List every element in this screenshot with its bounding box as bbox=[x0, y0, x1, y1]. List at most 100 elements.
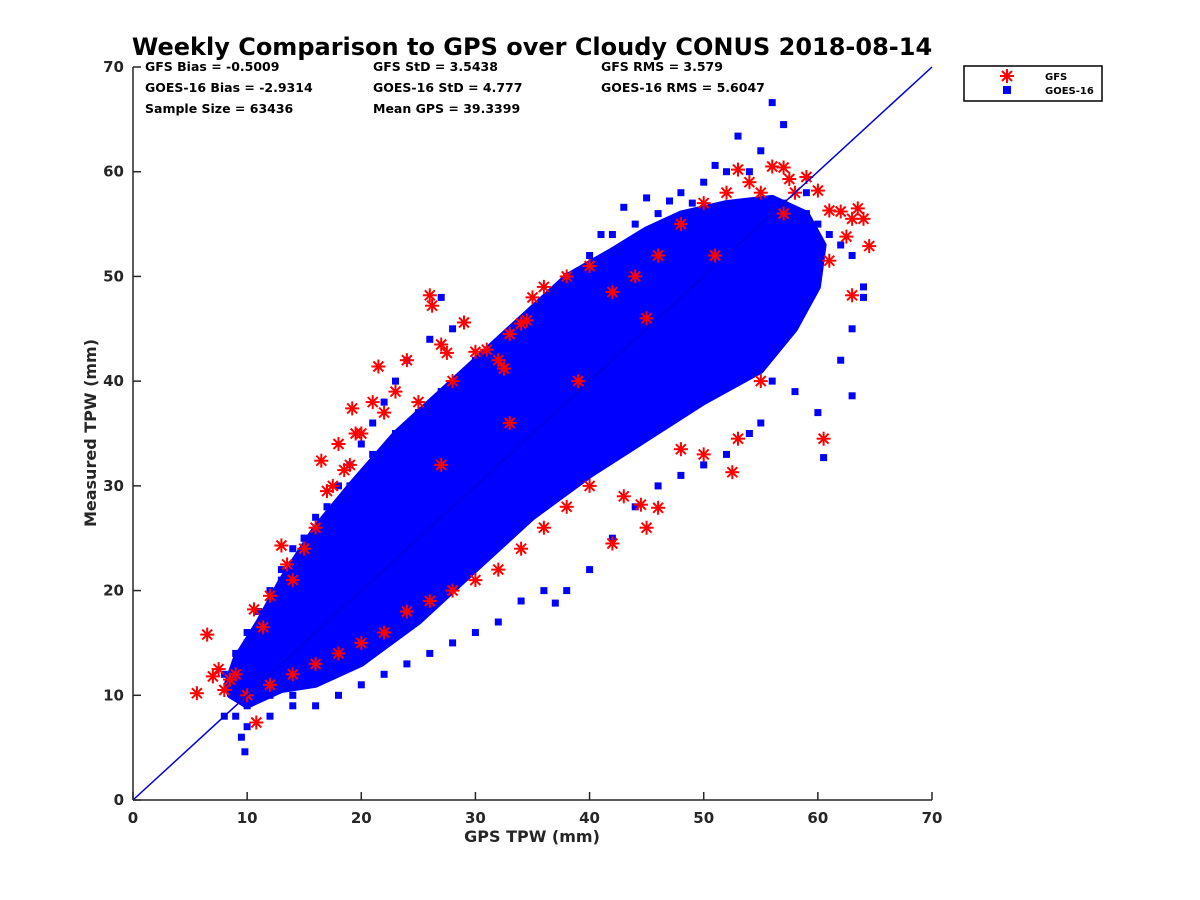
goes-point bbox=[723, 450, 730, 458]
goes-point bbox=[414, 409, 422, 417]
y-tick-label: 50 bbox=[103, 267, 124, 285]
goes-point bbox=[346, 566, 354, 574]
goes-point bbox=[517, 471, 525, 479]
goes-point bbox=[814, 409, 822, 417]
goes-point bbox=[237, 733, 245, 741]
goes-point bbox=[494, 492, 502, 500]
goes-point bbox=[403, 587, 411, 595]
gfs-point bbox=[308, 520, 323, 535]
gfs-series bbox=[189, 159, 877, 730]
goes-point bbox=[745, 430, 753, 437]
goes-point bbox=[688, 199, 696, 207]
goes-point bbox=[232, 712, 240, 720]
goes-point bbox=[608, 231, 616, 238]
gfs-point bbox=[228, 667, 243, 682]
gfs-point bbox=[479, 342, 494, 357]
gfs-point bbox=[822, 253, 837, 268]
y-ticks: 0 10 20 30 40 50 60 70 bbox=[103, 58, 141, 809]
stat-mean-gps: Mean GPS = 39.3399 bbox=[373, 101, 520, 116]
goes-point bbox=[323, 503, 331, 511]
gfs-point bbox=[434, 457, 449, 472]
goes-point bbox=[369, 419, 377, 427]
blob-layer bbox=[223, 194, 827, 709]
gfs-point bbox=[708, 248, 723, 263]
goes-point bbox=[643, 194, 651, 202]
gfs-point bbox=[377, 405, 392, 420]
y-tick-label: 40 bbox=[103, 372, 124, 390]
x-tick-label: 10 bbox=[237, 809, 258, 827]
goes-point bbox=[380, 597, 388, 605]
gfs-point bbox=[439, 345, 454, 360]
goes-point bbox=[768, 99, 776, 107]
gfs-point bbox=[582, 259, 597, 273]
y-axis-label: Measured TPW (mm) bbox=[81, 339, 100, 527]
goes-point bbox=[460, 377, 468, 385]
x-tick-label: 70 bbox=[922, 809, 943, 827]
stat-gfs-rms: GFS RMS = 3.579 bbox=[601, 59, 723, 74]
goes-point bbox=[392, 430, 399, 437]
stat-gfs-std: GFS StD = 3.5438 bbox=[373, 59, 498, 74]
goes-point bbox=[506, 356, 514, 364]
goes-point bbox=[289, 702, 297, 710]
goes-point bbox=[677, 471, 685, 479]
goes-point bbox=[551, 599, 559, 607]
goes-point bbox=[335, 639, 342, 647]
gfs-point bbox=[559, 269, 574, 284]
gfs-point bbox=[839, 229, 854, 244]
goes-point bbox=[563, 430, 571, 437]
goes-point bbox=[848, 325, 856, 333]
goes-point bbox=[277, 566, 285, 574]
goes-point bbox=[597, 398, 605, 406]
gfs-point bbox=[856, 211, 871, 226]
goes-point bbox=[414, 566, 422, 574]
gfs-point bbox=[651, 500, 666, 515]
goes-point bbox=[300, 608, 308, 615]
gfs-point bbox=[782, 172, 797, 186]
goes-point bbox=[243, 639, 251, 647]
goes-point bbox=[449, 534, 457, 542]
gfs-point bbox=[497, 361, 511, 376]
goes-point bbox=[586, 566, 594, 574]
stat-goes-bias: GOES-16 Bias = -2.9314 bbox=[145, 80, 313, 95]
goes-point bbox=[745, 168, 753, 176]
gfs-point bbox=[673, 442, 688, 457]
gfs-point bbox=[247, 602, 261, 617]
gfs-point bbox=[445, 583, 460, 598]
goes-point bbox=[369, 618, 377, 626]
goes-point bbox=[471, 513, 479, 521]
gfs-point bbox=[285, 573, 300, 588]
gfs-point bbox=[696, 447, 711, 462]
goes-point bbox=[820, 454, 828, 462]
gfs-point bbox=[314, 453, 329, 468]
goes-point bbox=[471, 629, 479, 636]
gfs-point bbox=[297, 541, 312, 556]
goes-point bbox=[437, 388, 445, 396]
goes-point bbox=[437, 293, 445, 301]
goes-point bbox=[449, 325, 457, 333]
x-tick-label: 30 bbox=[465, 809, 486, 827]
goes-point bbox=[414, 513, 422, 521]
goes-point bbox=[574, 367, 582, 375]
goes-point bbox=[780, 121, 788, 129]
gfs-point bbox=[331, 646, 346, 661]
stat-gfs-bias: GFS Bias = -0.5009 bbox=[145, 59, 279, 74]
goes-point bbox=[494, 346, 502, 354]
goes-point bbox=[437, 430, 445, 437]
goes-point bbox=[654, 210, 662, 218]
goes-point bbox=[266, 691, 274, 699]
goes-point bbox=[757, 252, 765, 259]
gfs-point bbox=[616, 489, 631, 504]
gfs-point bbox=[633, 497, 648, 512]
gfs-point bbox=[285, 667, 300, 682]
goes-point bbox=[346, 482, 354, 490]
goes-point bbox=[677, 189, 685, 197]
goes-point bbox=[323, 649, 331, 657]
gfs-point bbox=[308, 656, 323, 671]
gfs-point bbox=[605, 536, 620, 551]
legend-gfs-label: GFS bbox=[1045, 72, 1067, 83]
goes-point bbox=[791, 220, 799, 228]
x-tick-label: 20 bbox=[351, 809, 372, 827]
goes-point bbox=[597, 356, 605, 364]
gfs-point bbox=[263, 677, 277, 692]
